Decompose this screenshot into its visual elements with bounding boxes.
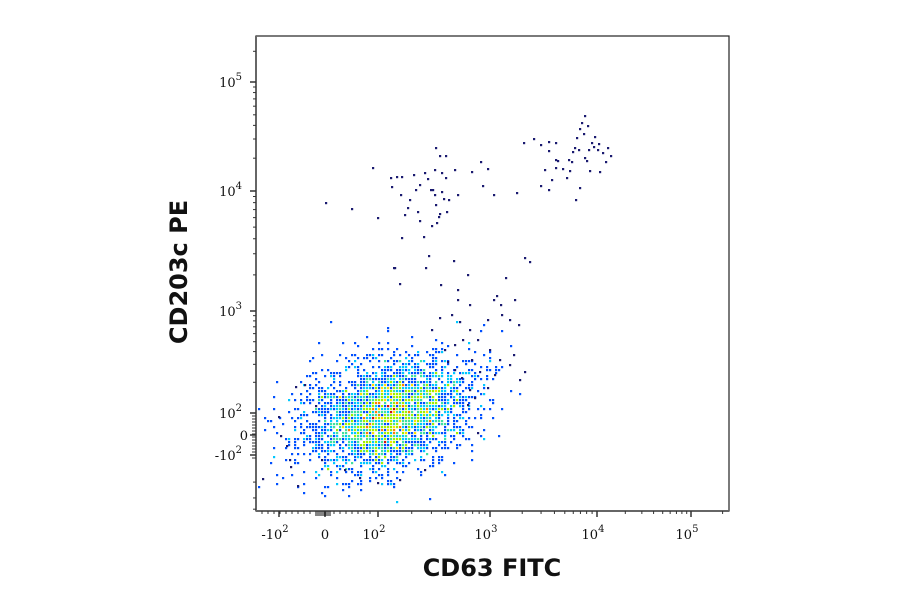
x-tick-label: 103 (475, 524, 498, 543)
x-tick-label: 102 (363, 524, 386, 543)
y-tick-label: 103 (219, 301, 242, 320)
y-tick-label: 0 (240, 429, 248, 444)
x-tick-label: 105 (676, 524, 699, 543)
y-tick-label: 105 (219, 72, 242, 91)
y-tick-label: 104 (219, 181, 242, 200)
x-axis-title: CD63 FITC (423, 554, 562, 582)
y-tick-label: 102 (219, 403, 242, 422)
x-tick-label: 0 (321, 528, 329, 543)
x-axis-ticks: -102 0 102 103 104 105 (261, 511, 724, 543)
x-tick-label: -102 (261, 524, 288, 543)
y-axis-ticks: 105 104 103 102 0-102 (215, 50, 256, 510)
event-dots (258, 115, 613, 504)
y-axis-title: CD203c PE (165, 200, 193, 344)
x-tick-label: 104 (582, 524, 605, 543)
y-tick-label: -102 (215, 445, 242, 464)
